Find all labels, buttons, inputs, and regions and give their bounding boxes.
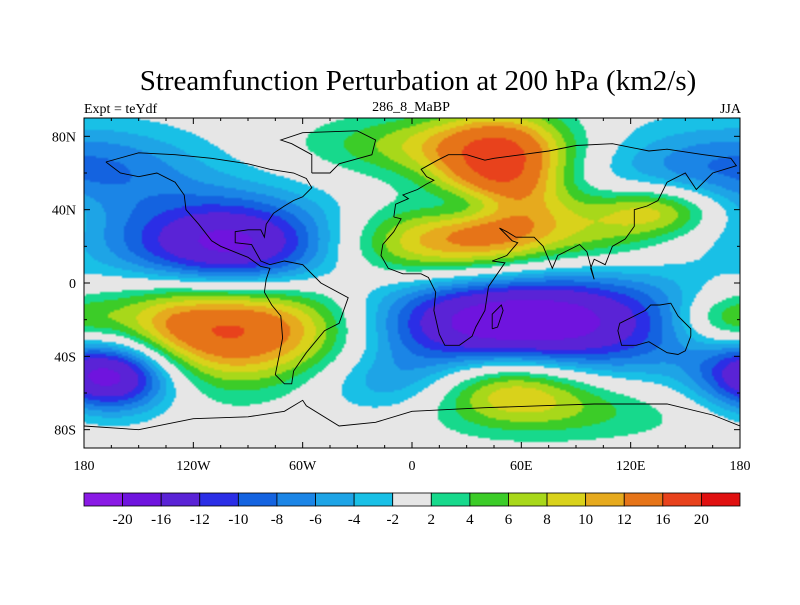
colorbar: -20 -16 -12 -10 -8 -6 -4 -2 2 4 6 8 10 12 16 20 <box>83 492 741 528</box>
colorbar-label: 12 <box>617 512 632 528</box>
colorbar-label: -8 <box>271 512 284 528</box>
contour-fill <box>84 118 740 448</box>
colorbar-box <box>199 492 239 507</box>
x-tick-label: 180 <box>730 459 751 474</box>
colorbar-box <box>585 492 625 507</box>
axes: 180 120W 60W 0 60E 120E 180 80N 40N 0 40S 80S <box>52 118 751 474</box>
experiment-label: Expt = teYdf <box>84 102 158 117</box>
coastline-5 <box>491 304 504 330</box>
colorbar-label: 10 <box>578 512 593 528</box>
colorbar-box <box>623 492 664 507</box>
x-tick-label: 0 <box>409 459 416 474</box>
case-label: 286_8_MaBP <box>372 100 450 115</box>
contour-field <box>84 118 740 448</box>
season-label: JJA <box>720 102 742 117</box>
colorbar-label: -4 <box>348 512 361 528</box>
y-tick-label: 40S <box>54 350 76 365</box>
colorbar-box <box>662 492 702 507</box>
colorbar-box <box>122 492 162 507</box>
x-tick-label: 120W <box>176 459 211 474</box>
coastline-4 <box>279 130 377 174</box>
colorbar-label: 16 <box>655 512 671 528</box>
colorbar-box <box>392 492 432 507</box>
colorbar-box <box>546 492 587 507</box>
colorbar-label: -20 <box>113 512 133 528</box>
coastlines <box>84 130 740 431</box>
colorbar-box <box>237 492 278 507</box>
chart-title: Streamfunction Perturbation at 200 hPa (… <box>140 65 697 97</box>
y-tick-label: 80N <box>52 130 76 145</box>
x-tick-label: 60W <box>289 459 317 474</box>
y-tick-label: 80S <box>54 424 76 439</box>
colorbar-box <box>701 492 741 507</box>
x-tick-label: 60E <box>510 459 533 474</box>
colorbar-box <box>315 492 355 507</box>
colorbar-label: 8 <box>543 512 551 528</box>
colorbar-box <box>83 492 123 507</box>
colorbar-box <box>508 492 548 507</box>
y-tick-label: 40N <box>52 204 76 219</box>
colorbar-label: 6 <box>505 512 513 528</box>
colorbar-label: -10 <box>228 512 248 528</box>
coastline-0 <box>105 152 349 385</box>
colorbar-box <box>276 492 316 507</box>
x-tick-label: 120E <box>616 459 646 474</box>
colorbar-label: 4 <box>466 512 474 528</box>
colorbar-label: -2 <box>386 512 399 528</box>
colorbar-label: -6 <box>309 512 322 528</box>
colorbar-box <box>430 492 471 507</box>
colorbar-box <box>353 492 394 507</box>
colorbar-label: 20 <box>694 512 709 528</box>
colorbar-label: -12 <box>190 512 210 528</box>
x-tick-label: 180 <box>74 459 95 474</box>
colorbar-box <box>469 492 509 507</box>
colorbar-label: -16 <box>151 512 171 528</box>
coastline-3 <box>84 399 740 431</box>
colorbar-box <box>160 492 201 507</box>
coastline-1 <box>380 143 738 346</box>
coastline-2 <box>617 302 692 355</box>
colorbar-label: 2 <box>428 512 436 528</box>
y-tick-label: 0 <box>69 277 76 292</box>
